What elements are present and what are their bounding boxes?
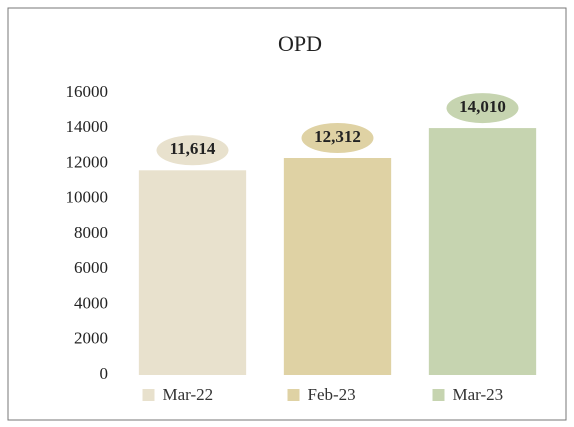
y-tick-label: 6000	[74, 258, 108, 277]
value-label: 14,010	[459, 97, 506, 116]
value-label-bg	[446, 93, 519, 124]
value-label: 11,614	[170, 139, 216, 158]
value-label-bg	[301, 123, 374, 154]
legend-marker	[287, 389, 300, 401]
legend-label: Mar-23	[453, 385, 504, 404]
bar	[283, 158, 392, 375]
y-tick-label: 12000	[66, 152, 109, 171]
legend-marker	[432, 389, 445, 401]
legend-marker	[142, 389, 155, 401]
y-tick-label: 0	[100, 364, 109, 383]
y-tick-label: 16000	[66, 82, 109, 101]
chart-title: OPD	[278, 31, 322, 56]
legend-label: Mar-22	[163, 385, 214, 404]
y-tick-label: 10000	[66, 188, 109, 207]
bar	[428, 128, 537, 375]
y-tick-label: 2000	[74, 329, 108, 348]
y-tick-label: 4000	[74, 293, 108, 312]
value-label: 12,312	[314, 127, 361, 146]
y-tick-label: 14000	[66, 117, 109, 136]
y-tick-label: 8000	[74, 223, 108, 242]
legend-label: Feb-23	[308, 385, 356, 404]
value-label-bg	[156, 135, 229, 166]
bar	[138, 170, 247, 375]
